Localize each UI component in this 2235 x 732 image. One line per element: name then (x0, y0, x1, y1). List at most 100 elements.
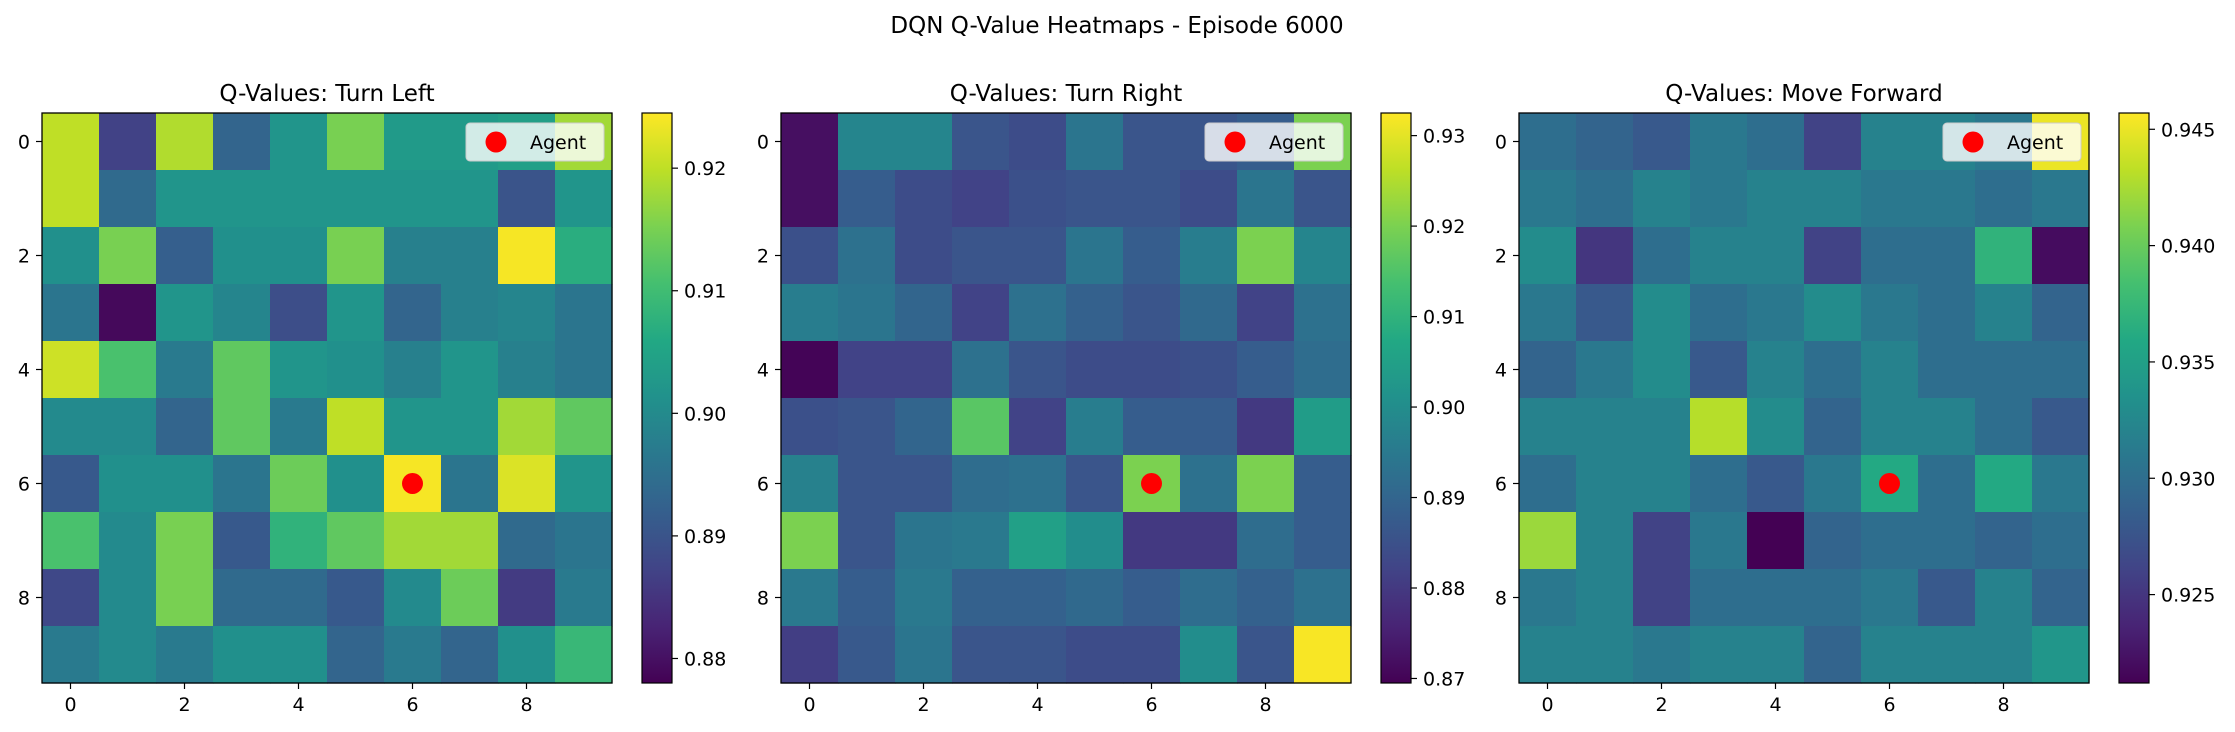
heatmap-cell (327, 284, 385, 342)
axes-frame (1518, 112, 2090, 684)
heatmap-cell (2032, 626, 2090, 684)
heatmap-cell (327, 455, 385, 513)
heatmap-cell (1180, 170, 1238, 228)
heatmap-cell (498, 455, 556, 513)
agent-marker (1879, 473, 1900, 494)
heatmap-cell (1123, 626, 1181, 684)
heatmap-cell (1804, 455, 1862, 513)
heatmap-cell (213, 227, 271, 285)
y-tick-label: 0 (757, 132, 769, 154)
heatmap-cell (441, 626, 499, 684)
heatmap-cell (270, 170, 328, 228)
heatmap-cell (1633, 170, 1691, 228)
heatmap-cell (781, 341, 839, 399)
heatmap-cell (156, 284, 214, 342)
heatmap-cell (156, 569, 214, 627)
heatmap-cell (1180, 626, 1238, 684)
heatmap-cell (1066, 569, 1124, 627)
heatmap-cell (1918, 227, 1976, 285)
heatmap-cell (1633, 512, 1691, 570)
axes-frame (41, 112, 613, 684)
heatmap-cell (1009, 626, 1067, 684)
heatmap-cell (781, 626, 839, 684)
heatmap-cell (1975, 569, 2033, 627)
y-tick-label: 6 (757, 474, 769, 496)
colorbar-tick-label: 0.89 (1423, 488, 1465, 510)
heatmap-cell (838, 284, 896, 342)
heatmap-cell (1918, 284, 1976, 342)
heatmap-cell (895, 341, 953, 399)
legend-marker (1224, 131, 1246, 153)
colorbar (1380, 112, 1412, 684)
heatmap-cell (1804, 569, 1862, 627)
heatmap-cell (213, 569, 271, 627)
heatmap-cell (1009, 455, 1067, 513)
colorbar (2118, 112, 2150, 684)
heatmap-cell (1237, 284, 1295, 342)
heatmap-cell (895, 227, 953, 285)
heatmap-cell (1123, 170, 1181, 228)
heatmap-cell (1066, 284, 1124, 342)
colorbar-tick-label: 0.91 (1423, 307, 1465, 329)
heatmap-cell (1861, 113, 1919, 171)
heatmap-cell (327, 512, 385, 570)
heatmap-cell (1633, 569, 1691, 627)
heatmap-cell (781, 284, 839, 342)
heatmap-cell (42, 170, 100, 228)
heatmap-cell (327, 113, 385, 171)
heatmap-cell (1633, 398, 1691, 456)
heatmap-cell (42, 341, 100, 399)
heatmap-cell (1804, 113, 1862, 171)
heatmap-cell (384, 170, 442, 228)
heatmap-cell (1918, 569, 1976, 627)
heatmap-cell (270, 398, 328, 456)
heatmap-cell (1009, 512, 1067, 570)
colorbar-tick-label: 0.925 (2161, 585, 2215, 607)
colorbar-tick-label: 0.930 (2161, 468, 2215, 490)
heatmap-cell (327, 170, 385, 228)
heatmap-cell (1576, 284, 1634, 342)
heatmap-cell (1519, 284, 1577, 342)
heatmap-cell (1123, 512, 1181, 570)
heatmap-cell (1975, 284, 2033, 342)
heatmap-cell (99, 284, 157, 342)
heatmap-cell (498, 227, 556, 285)
heatmap-cell (327, 569, 385, 627)
colorbar-tick-label: 0.89 (684, 526, 726, 548)
heatmap-cell (1975, 227, 2033, 285)
heatmap-cell (895, 113, 953, 171)
heatmap-cell (1009, 113, 1067, 171)
heatmap-cell (1009, 569, 1067, 627)
heatmap-cell (1576, 398, 1634, 456)
y-tick-label: 6 (18, 474, 30, 496)
heatmap-cell (156, 227, 214, 285)
heatmap-cell (555, 398, 613, 456)
heatmap-cell (1804, 227, 1862, 285)
heatmap-cell (42, 284, 100, 342)
legend-label: Agent (2007, 132, 2063, 154)
heatmap-cell (1009, 341, 1067, 399)
heatmap-cell (384, 569, 442, 627)
heatmap-cell (384, 284, 442, 342)
heatmap-cell (895, 284, 953, 342)
heatmap-cell (42, 626, 100, 684)
heatmap-cell (1861, 284, 1919, 342)
heatmap-cell (1066, 512, 1124, 570)
heatmap-cell (156, 113, 214, 171)
heatmap-cell (42, 398, 100, 456)
heatmap-cell (1180, 227, 1238, 285)
heatmap-cell (1861, 626, 1919, 684)
colorbar-tick-label: 0.93 (1423, 126, 1465, 148)
heatmap-cell (441, 284, 499, 342)
heatmap-cell (1009, 227, 1067, 285)
heatmap-cell (1690, 341, 1748, 399)
x-tick-label: 4 (1769, 694, 1781, 716)
heatmap-cell (781, 113, 839, 171)
x-tick-label: 8 (1997, 694, 2009, 716)
panel-title: Q-Values: Turn Right (950, 81, 1183, 107)
heatmap-cell (781, 569, 839, 627)
heatmap-cell (1690, 626, 1748, 684)
heatmap-cell (99, 341, 157, 399)
heatmap-cell (327, 227, 385, 285)
panel-title: Q-Values: Move Forward (1665, 81, 1942, 107)
